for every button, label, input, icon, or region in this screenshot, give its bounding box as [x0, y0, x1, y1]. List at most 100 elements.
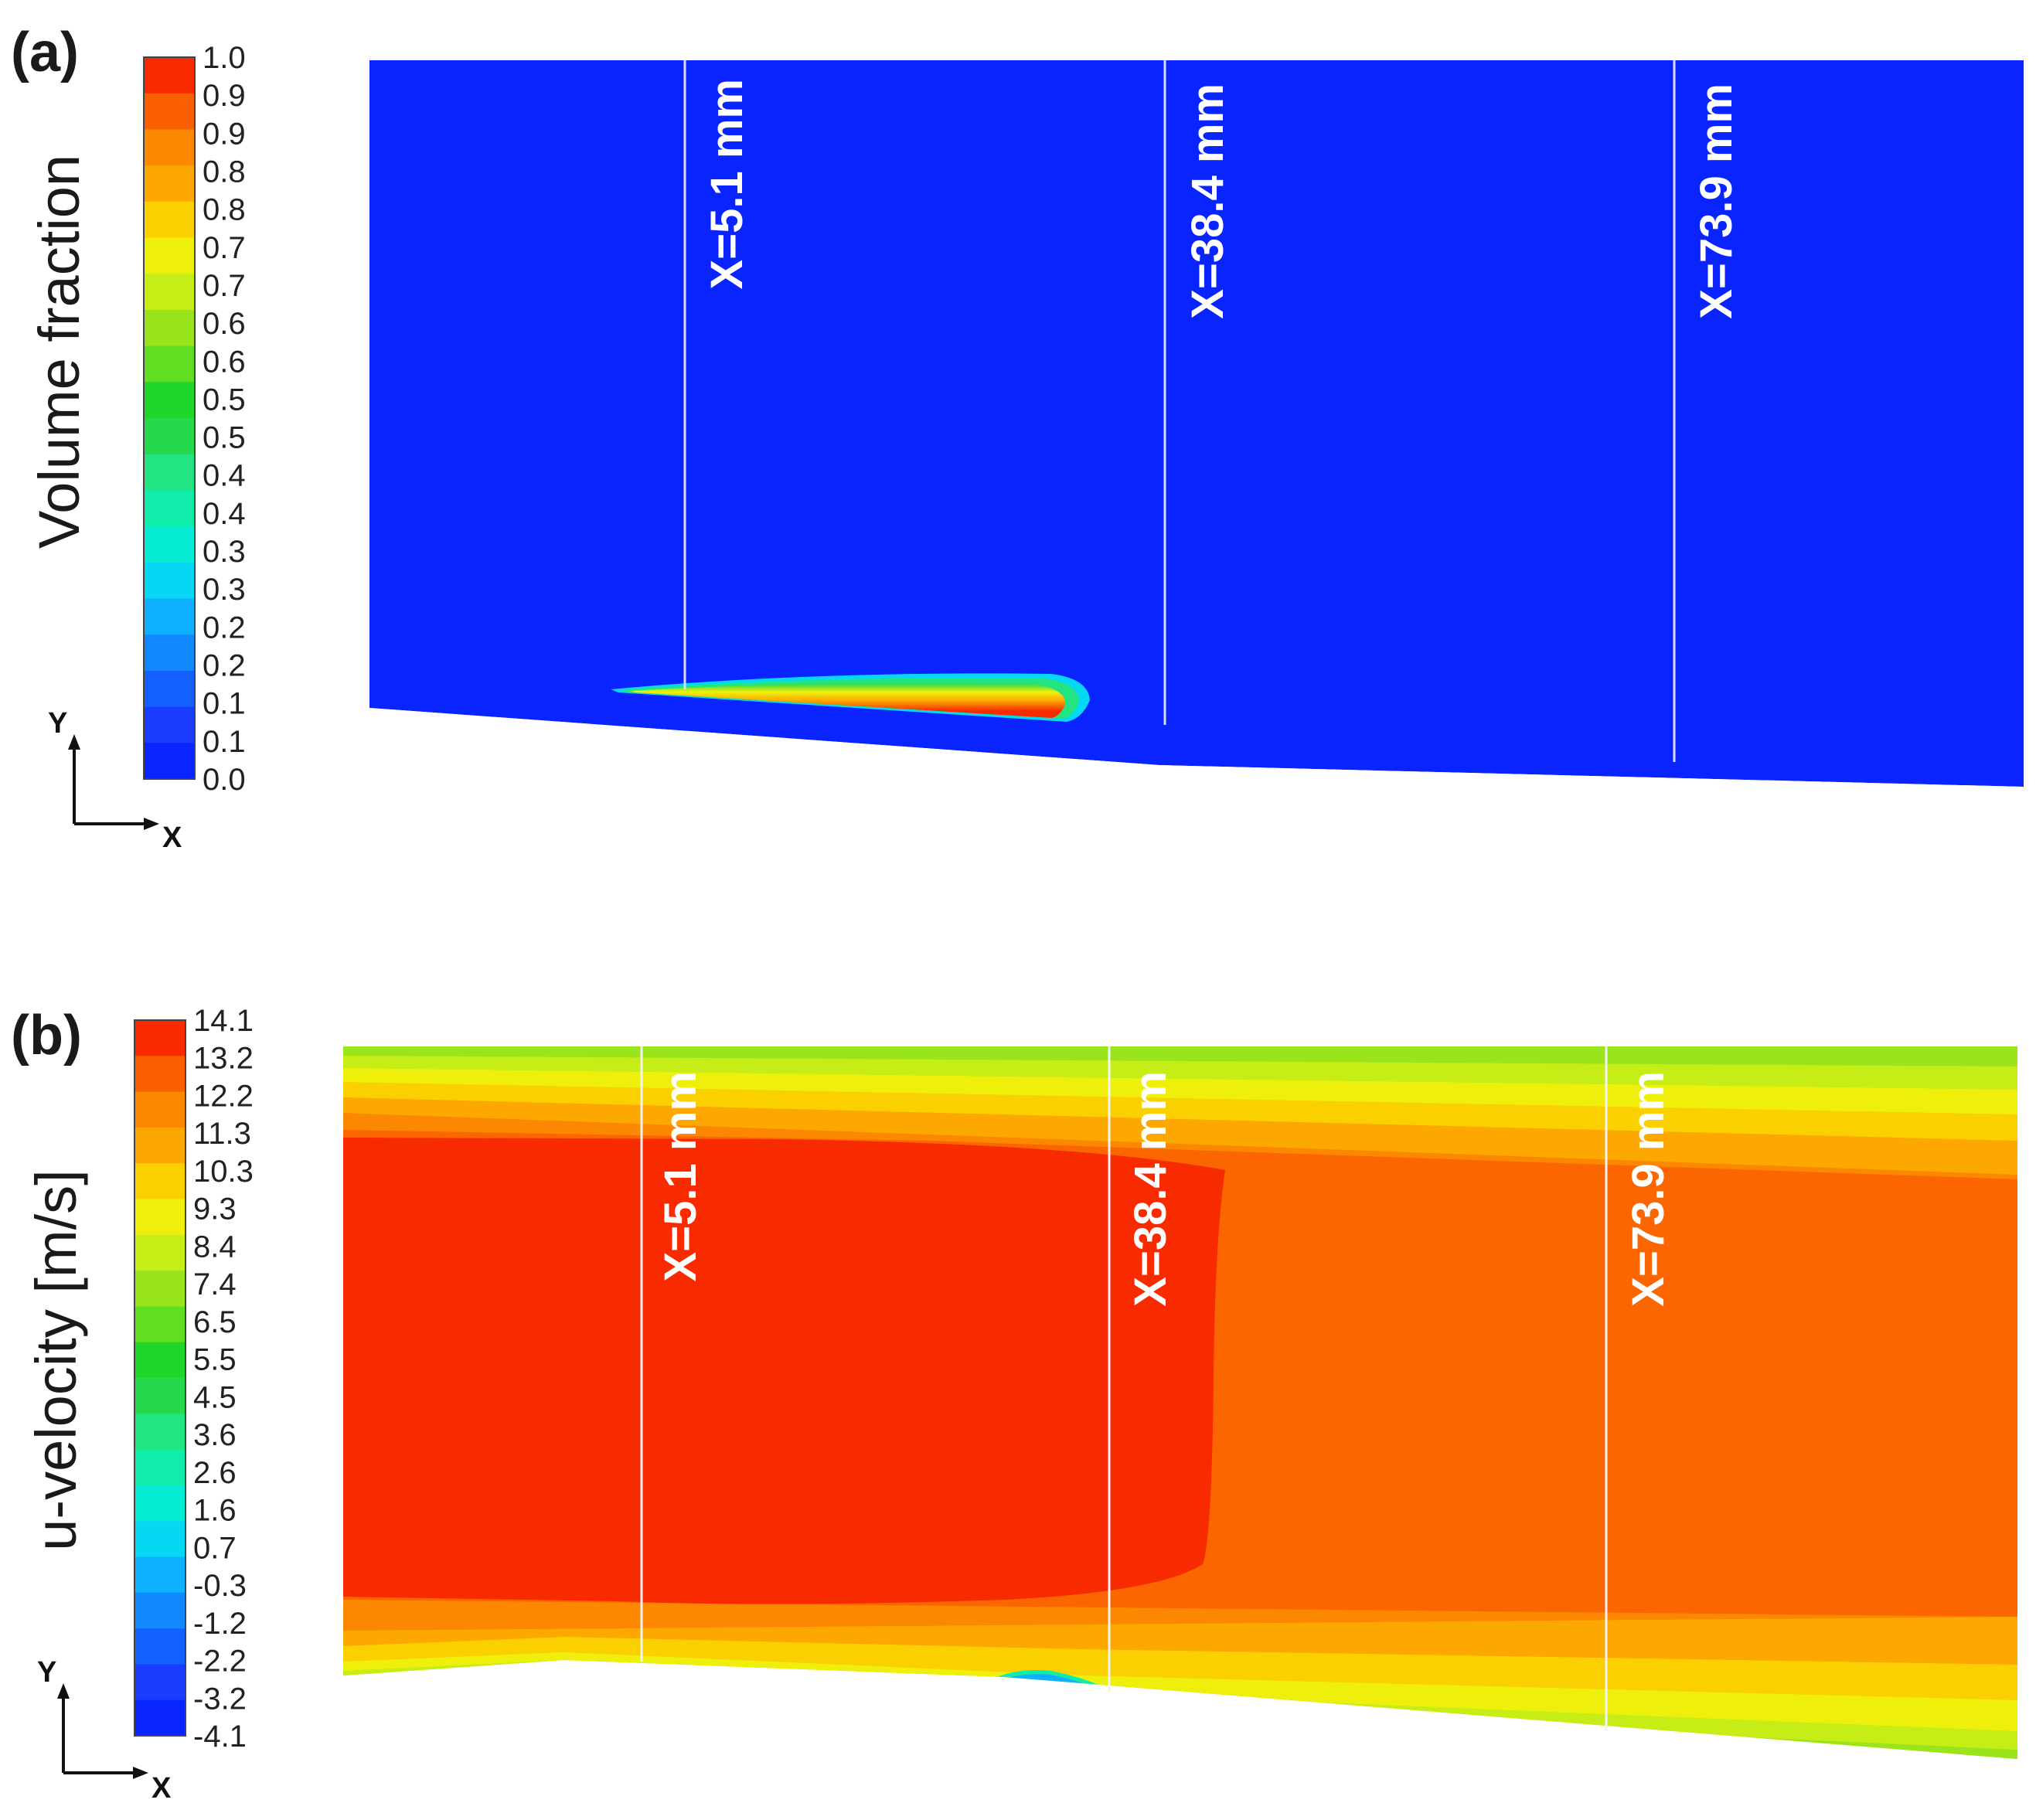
panel-a-colorbar-segment-17	[144, 634, 195, 672]
panel-a-probe-label-3: X=73.9 mm	[1691, 83, 1741, 319]
panel-a-colorbar-tick-3: 0.9	[203, 117, 246, 151]
panel-a-colorbar-tick-7: 0.7	[203, 269, 246, 303]
panel-b-colorbar-tick-19: -3.2	[193, 1682, 247, 1716]
panel-a-colorbar-tick-11: 0.5	[203, 421, 246, 455]
panel-b-colorbar-tick-16: -0.3	[193, 1569, 247, 1603]
panel-a-x-arrowhead	[144, 818, 159, 830]
panel-a-colorbar-tick-4: 0.8	[203, 155, 246, 189]
panel-a-colorbar-segment-7	[144, 274, 195, 311]
panel-b-colorbar-segment-8	[134, 1271, 186, 1307]
panel-b-colorbar-tick-11: 4.5	[193, 1380, 237, 1414]
panel-a-colorbar	[143, 56, 196, 780]
panel-b-probe-label-3: X=73.9 mm	[1623, 1071, 1673, 1307]
panel-a-colorbar-ticks: 1.0 0.9 0.9 0.8 0.8 0.7 0.7 0.6 0.6 0.5 0.5 0.4 0.4 0…	[203, 41, 246, 797]
panel-b-colorbar-tick-14: 1.6	[193, 1494, 237, 1528]
panel-b-colorbar-segment-3	[134, 1091, 186, 1128]
panel-a-colorbar-segment-1	[144, 57, 195, 94]
panel-a-axes-indicator: Y X	[48, 707, 182, 854]
panel-a-colorbar-segment-10	[144, 382, 195, 419]
panel-a-colorbar-segment-2	[144, 93, 195, 130]
panel-b-colorbar-tick-4: 11.3	[193, 1117, 251, 1151]
panel-b-colorbar-tick-2: 13.2	[193, 1042, 254, 1076]
panel-a-colorbar-segment-19	[144, 706, 195, 743]
panel-b-x-letter: X	[152, 1772, 172, 1805]
panel-a-colorbar-tick-17: 0.2	[203, 649, 246, 683]
panel-a-y-arrowhead	[68, 734, 80, 750]
panel-b-colorbar-segment-11	[134, 1378, 186, 1414]
panel-a-colorbar-segment-8	[144, 309, 195, 347]
panel-b-colorbar-title: u-velocity [m/s]	[24, 1169, 88, 1550]
panel-b-colorbar	[134, 1019, 186, 1737]
panel-b: (b) u-velocity [m/s] 14.1 13.212.2 11.3 10.…	[11, 1004, 2017, 1805]
panel-b-colorbar-tick-10: 5.5	[193, 1343, 237, 1377]
panel-a-colorbar-frame	[143, 56, 196, 780]
panel-b-colorbar-segment-2	[134, 1056, 186, 1093]
panel-a-film-inner	[631, 683, 1066, 718]
panel-a-colorbar-tick-20: 0.0	[203, 763, 246, 797]
panel-a-colorbar-segment-18	[144, 670, 195, 708]
panel-a-colorbar-tick-6: 0.7	[203, 231, 246, 265]
panel-b-colorbar-tick-20: -4.1	[193, 1720, 247, 1754]
panel-a-colorbar-tick-12: 0.4	[203, 459, 246, 493]
panel-a-colorbar-segment-6	[144, 237, 195, 274]
panel-b-colorbar-segment-6	[134, 1199, 186, 1236]
panel-b-x-arrowhead	[133, 1767, 148, 1779]
panel-b-axes-indicator: Y X	[37, 1656, 172, 1805]
panel-b-colorbar-tick-6: 9.3	[193, 1192, 237, 1226]
panel-b-colorbar-tick-5: 10.3	[193, 1155, 254, 1189]
panel-a-colorbar-title: Volume fraction	[27, 155, 91, 549]
panel-a-contour-field	[369, 60, 2024, 787]
panel-a-colorbar-tick-10: 0.5	[203, 383, 246, 417]
panel-b-colorbar-segment-13	[134, 1449, 186, 1486]
panel-b-probe-label-1: X=5.1 mm	[655, 1071, 706, 1281]
panel-b-colorbar-tick-13: 2.6	[193, 1456, 237, 1490]
panel-a-label: (a)	[11, 22, 79, 83]
panel-b-colorbar-tick-15: 0.7	[193, 1531, 237, 1565]
panel-b-colorbar-tick-12: 3.6	[193, 1418, 237, 1452]
panel-b-core-region	[343, 1138, 1225, 1604]
panel-b-y-letter: Y	[37, 1656, 56, 1689]
panel-a-probe-label-1: X=5.1 mm	[702, 79, 752, 289]
panel-b-colorbar-segment-15	[134, 1521, 186, 1558]
panel-b-colorbar-tick-3: 12.2	[193, 1079, 254, 1113]
panel-a-colorbar-segment-5	[144, 201, 195, 239]
panel-b-y-arrowhead	[57, 1683, 70, 1699]
panel-b-colorbar-segment-9	[134, 1306, 186, 1343]
panel-b-colorbar-segment-7	[134, 1234, 186, 1271]
panel-b-colorbar-tick-18: -2.2	[193, 1645, 247, 1679]
panel-a-y-letter: Y	[48, 707, 67, 740]
panel-a-colorbar-segment-13	[144, 490, 195, 527]
panel-b-colorbar-frame	[134, 1019, 186, 1737]
panel-a-probe-lines: X=5.1 mm X=38.4 mm X=73.9 mm	[683, 60, 1741, 762]
panel-b-colorbar-segment-1	[134, 1020, 186, 1056]
panel-a-colorbar-tick-5: 0.8	[203, 193, 246, 227]
panel-b-colorbar-segment-4	[134, 1127, 186, 1164]
panel-a-colorbar-tick-13: 0.4	[203, 497, 246, 531]
panel-a-colorbar-segment-12	[144, 454, 195, 491]
panel-a-probe-label-2: X=38.4 mm	[1183, 83, 1233, 319]
panel-a-colorbar-segment-16	[144, 598, 195, 635]
panel-b-contour-field	[343, 1046, 2017, 1759]
panel-b-colorbar-tick-8: 7.4	[193, 1267, 237, 1301]
panel-a-colorbar-tick-9: 0.6	[203, 345, 246, 379]
panel-a-colorbar-tick-19: 0.1	[203, 725, 246, 759]
panel-b-colorbar-ticks: 14.1 13.212.2 11.3 10.39.3 8.47.4 6.5 5.54.5 3.…	[193, 1004, 254, 1754]
panel-b-colorbar-segment-12	[134, 1413, 186, 1451]
panel-b-colorbar-tick-1: 14.1	[193, 1004, 254, 1038]
panel-a-x-letter: X	[162, 822, 182, 854]
panel-a-colorbar-segment-9	[144, 345, 195, 383]
panel-a-colorbar-segment-15	[144, 562, 195, 600]
panel-a: (a) Volume fraction 1.0 0.9 0.9 0.8 0.8 0.7 0.…	[11, 22, 2024, 854]
panel-a-bulk-region	[369, 60, 2024, 787]
panel-a-colorbar-tick-1: 1.0	[203, 41, 246, 75]
panel-b-colorbar-segment-14	[134, 1485, 186, 1522]
panel-b-colorbar-segment-16	[134, 1556, 186, 1594]
panel-b-colorbar-segment-20	[134, 1699, 186, 1737]
panel-b-colorbar-segment-5	[134, 1163, 186, 1200]
panel-b-colorbar-segment-10	[134, 1342, 186, 1379]
panel-a-colorbar-segment-4	[144, 165, 195, 202]
panel-b-colorbar-segment-18	[134, 1628, 186, 1665]
panel-a-colorbar-segment-11	[144, 418, 195, 455]
panel-a-colorbar-segment-20	[144, 743, 195, 780]
